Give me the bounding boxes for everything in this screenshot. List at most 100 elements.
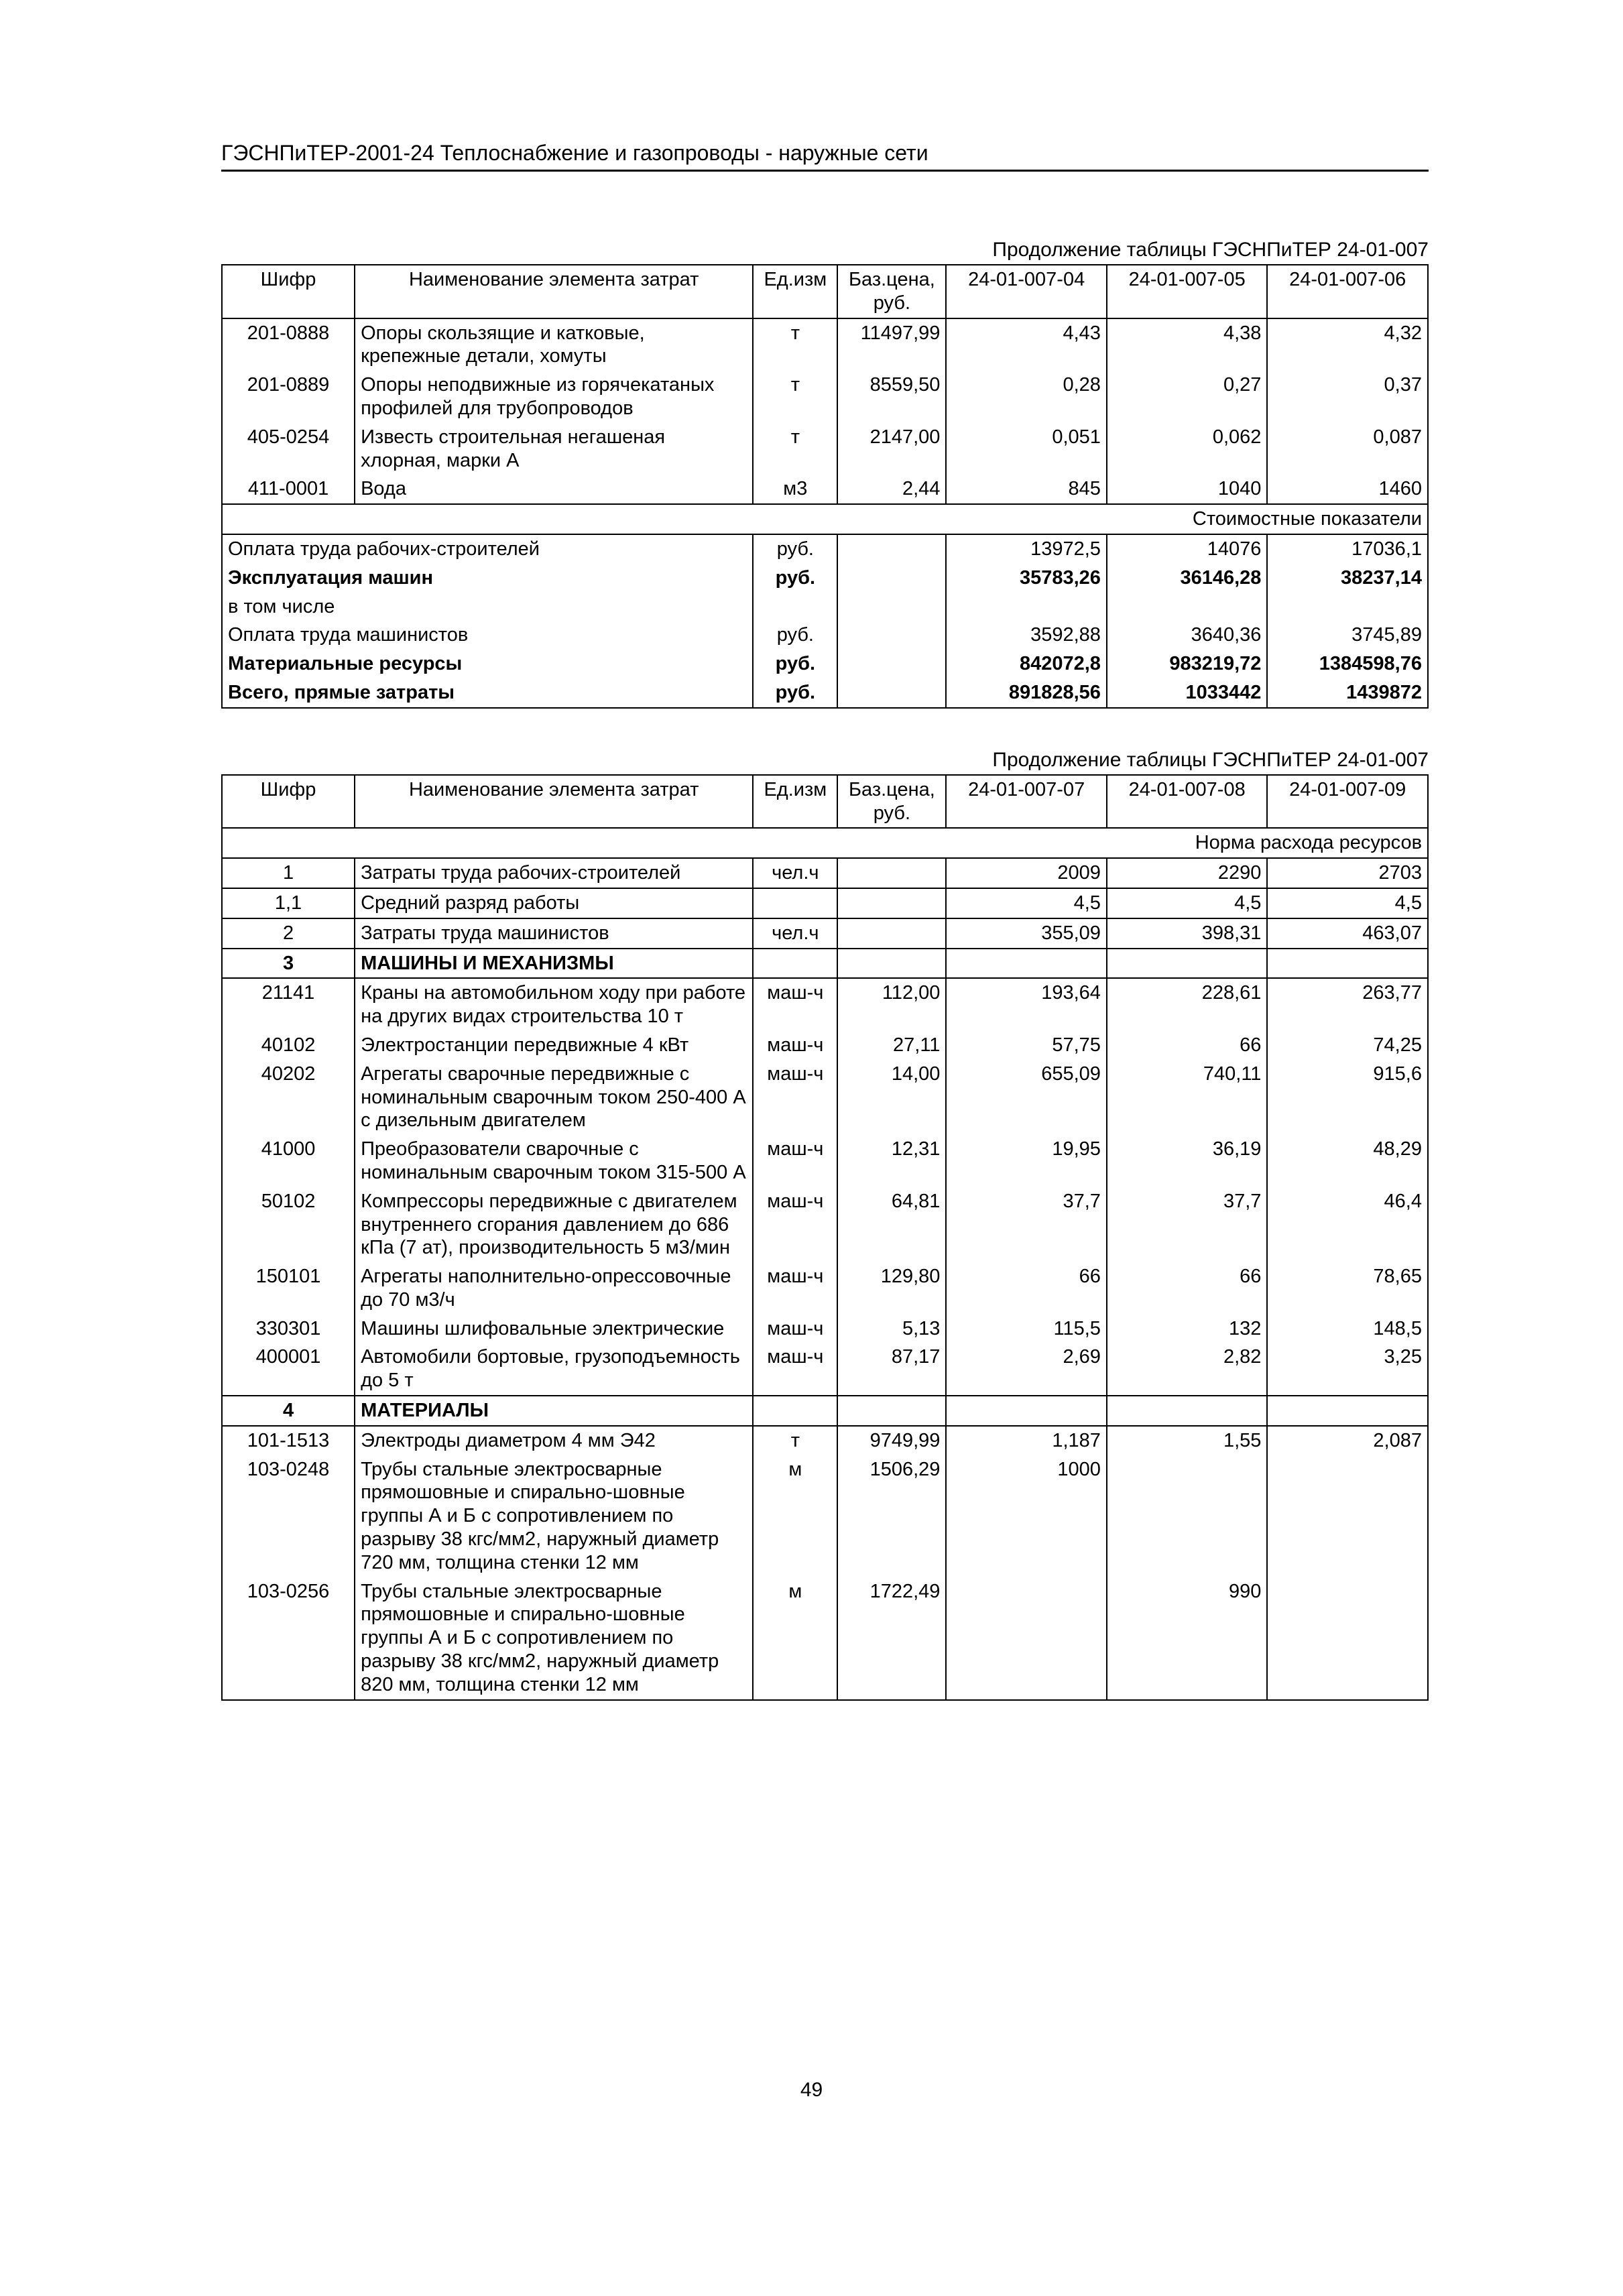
table-cell: 66 [1107, 1262, 1268, 1315]
table-cell: 112,00 [837, 978, 946, 1031]
table-cell: маш-ч [753, 1343, 837, 1396]
table-cell: 1000 [946, 1455, 1107, 1577]
table-row: Оплата труда рабочих-строителейруб.13972… [222, 534, 1428, 564]
table-row: 40202Агрегаты сварочные передвижные с но… [222, 1060, 1428, 1135]
table-cell: 405-0254 [222, 423, 355, 475]
subheader-cell: Стоимостные показатели [222, 504, 1428, 534]
table-cell: 78,65 [1267, 1262, 1428, 1315]
table-row: 201-0889Опоры неподвижные из горячекатан… [222, 371, 1428, 423]
table-cell: 983219,72 [1107, 650, 1268, 678]
table-cell: руб. [753, 650, 837, 678]
table-row: 40102Электростанции передвижные 4 кВтмаш… [222, 1031, 1428, 1060]
table-row: 150101Агрегаты наполнительно-опрессовочн… [222, 1262, 1428, 1315]
table-cell [753, 888, 837, 918]
table-cell: 87,17 [837, 1343, 946, 1396]
table-row: 103-0256Трубы стальные электросварные пр… [222, 1577, 1428, 1700]
table-cell: чел.ч [753, 858, 837, 888]
table-cell: 1,1 [222, 888, 355, 918]
table-cell: руб. [753, 621, 837, 650]
col-v3: 24-01-007-06 [1267, 265, 1428, 318]
col-v1: 24-01-007-04 [946, 265, 1107, 318]
table-cell: 27,11 [837, 1031, 946, 1060]
table-cell [946, 949, 1107, 979]
table-cell: Машины шлифовальные электрические [355, 1315, 753, 1343]
table-cell [837, 888, 946, 918]
table-cell: 2,82 [1107, 1343, 1268, 1396]
table-cell: 842072,8 [946, 650, 1107, 678]
table-cell: 14,00 [837, 1060, 946, 1135]
table-cell: 14076 [1107, 534, 1268, 564]
table-row: Всего, прямые затратыруб.891828,56103344… [222, 678, 1428, 708]
table-cell: Всего, прямые затраты [222, 678, 753, 708]
table-cell: маш-ч [753, 1187, 837, 1262]
table-cell: 0,27 [1107, 371, 1268, 423]
table-cell: 2,69 [946, 1343, 1107, 1396]
table-cell: м [753, 1577, 837, 1700]
table-cell: 915,6 [1267, 1060, 1428, 1135]
table-cell: 50102 [222, 1187, 355, 1262]
table-row: 330301Машины шлифовальные электрическием… [222, 1315, 1428, 1343]
table-cell: 19,95 [946, 1135, 1107, 1187]
table-cell: т [753, 318, 837, 371]
table-cell [1107, 593, 1268, 621]
table-row: Материальные ресурсыруб. 842072,8983219,7… [222, 650, 1428, 678]
table-cell: 1033442 [1107, 678, 1268, 708]
table-cell: 990 [1107, 1577, 1268, 1700]
table-cell: Агрегаты сварочные передвижные с номинал… [355, 1060, 753, 1135]
table1-caption: Продолжение таблицы ГЭСНПиТЕР 24-01-007 [221, 239, 1429, 261]
table-cell: Электростанции передвижные 4 кВт [355, 1031, 753, 1060]
table-cell: 0,37 [1267, 371, 1428, 423]
table-cell: 0,087 [1267, 423, 1428, 475]
table-cell: 1,187 [946, 1426, 1107, 1455]
table-cell: Автомобили бортовые, грузоподъемность до… [355, 1343, 753, 1396]
table-cell: 411-0001 [222, 475, 355, 504]
table-row: 21141Краны на автомобильном ходу при раб… [222, 978, 1428, 1031]
table-cell: 36146,28 [1107, 564, 1268, 593]
table-cell: Материальные ресурсы [222, 650, 753, 678]
table-cell: чел.ч [753, 918, 837, 949]
table-1: Шифр Наименование элемента затрат Ед.изм… [221, 264, 1429, 709]
table-cell: 1506,29 [837, 1455, 946, 1577]
table-cell: Вода [355, 475, 753, 504]
table-cell: 4,32 [1267, 318, 1428, 371]
table-cell: Оплата труда машинистов [222, 621, 753, 650]
table-cell: 35783,26 [946, 564, 1107, 593]
table-cell: МАТЕРИАЛЫ [355, 1396, 753, 1426]
table-cell: Опоры неподвижные из горячекатаных профи… [355, 371, 753, 423]
table-cell [837, 593, 946, 621]
table-cell: 1040 [1107, 475, 1268, 504]
table-cell: 4,5 [1107, 888, 1268, 918]
page-number: 49 [0, 2079, 1623, 2102]
table-cell: 36,19 [1107, 1135, 1268, 1187]
table-cell: 12,31 [837, 1135, 946, 1187]
document-page: ГЭСНПиТЕР-2001-24 Теплоснабжение и газоп… [0, 0, 1623, 2296]
table-row: 400001Автомобили бортовые, грузоподъемно… [222, 1343, 1428, 1396]
table1-header-row: Шифр Наименование элемента затрат Ед.изм… [222, 265, 1428, 318]
table-cell: Эксплуатация машин [222, 564, 753, 593]
table-cell: 46,4 [1267, 1187, 1428, 1262]
table-cell: 400001 [222, 1343, 355, 1396]
table-cell: 2147,00 [837, 423, 946, 475]
col-unit: Ед.изм [753, 775, 837, 829]
table-subheader: Норма расхода ресурсов [222, 828, 1428, 858]
table-cell: 4,5 [1267, 888, 1428, 918]
table-row: 1,1Средний разряд работы4,54,54,5 [222, 888, 1428, 918]
col-code: Шифр [222, 775, 355, 829]
table-cell: 355,09 [946, 918, 1107, 949]
table-cell: руб. [753, 534, 837, 564]
table-cell: маш-ч [753, 1060, 837, 1135]
table-cell: 398,31 [1107, 918, 1268, 949]
table-row: 405-0254Известь строительная негашеная х… [222, 423, 1428, 475]
table-cell [1267, 949, 1428, 979]
table-row: Эксплуатация машинруб.35783,2636146,2838… [222, 564, 1428, 593]
table-cell: 4 [222, 1396, 355, 1426]
col-v2: 24-01-007-08 [1107, 775, 1268, 829]
table-row: 101-1513Электроды диаметром 4 мм Э42т974… [222, 1426, 1428, 1455]
table-cell: 11497,99 [837, 318, 946, 371]
table-cell [1267, 593, 1428, 621]
table-cell: 40202 [222, 1060, 355, 1135]
table-cell: 4,43 [946, 318, 1107, 371]
table-cell: 330301 [222, 1315, 355, 1343]
table-cell: 4,5 [946, 888, 1107, 918]
table-cell: 463,07 [1267, 918, 1428, 949]
